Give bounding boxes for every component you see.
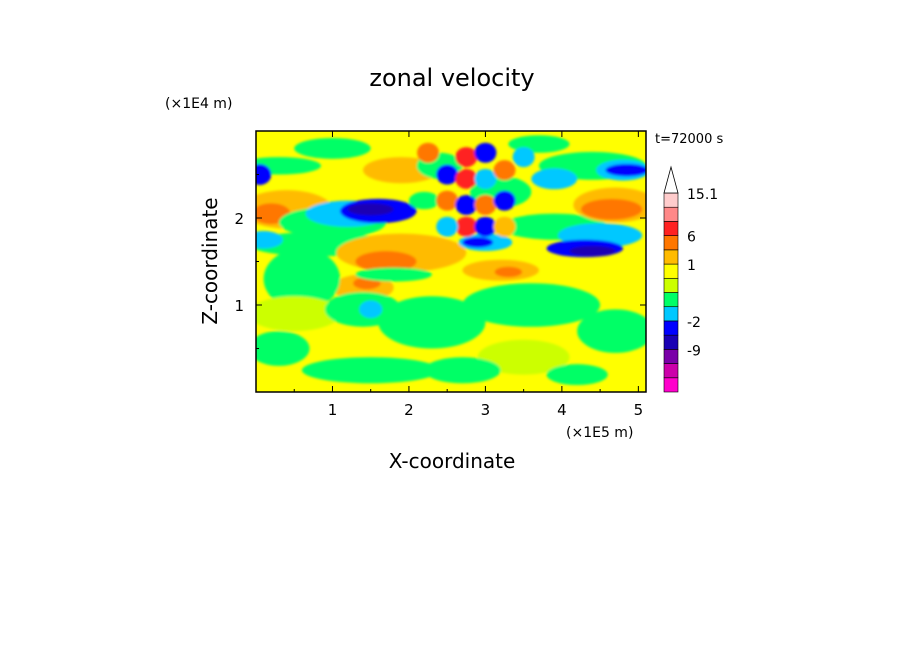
contour-region (294, 137, 371, 159)
contour-cell (455, 216, 478, 237)
contour-region (359, 300, 383, 319)
colorbar-swatch (663, 192, 679, 208)
colorbar-swatch (663, 363, 679, 379)
colorbar-swatch (663, 206, 679, 222)
contour-region (378, 296, 486, 349)
x-tick-label: 4 (557, 401, 567, 419)
contour-region (256, 164, 272, 185)
y-axis-label: Z-coordinate (198, 197, 222, 324)
y-axis-ticks: 12 (234, 174, 646, 349)
colorbar-swatch (663, 320, 679, 336)
contour-cell (436, 164, 459, 185)
contour-region (546, 364, 608, 386)
heatmap-contours (256, 135, 646, 386)
x-tick-label: 3 (481, 401, 491, 419)
x-tick-label: 2 (404, 401, 414, 419)
colorbar-swatch (663, 277, 679, 293)
contour-cell (455, 168, 478, 189)
contour-region (408, 191, 440, 210)
colorbar-swatch (663, 249, 679, 265)
colorbar-label: -9 (687, 343, 701, 359)
x-tick-label: 1 (328, 401, 338, 419)
contour-cell (493, 160, 516, 181)
contour-region (605, 164, 646, 177)
colorbar-label: 6 (687, 230, 696, 246)
contour-region (301, 357, 440, 384)
contour-cell (474, 142, 497, 163)
colorbar-extend-arrow (663, 165, 679, 194)
contour-region (477, 339, 570, 375)
contour-region (581, 198, 643, 220)
contour-region (256, 231, 283, 249)
colorbar-swatch (663, 334, 679, 350)
contour-cell (474, 194, 497, 215)
contour-region (256, 296, 341, 332)
contour-cell (493, 216, 516, 237)
colorbar-swatch (663, 349, 679, 364)
x-tick-label: 5 (634, 401, 644, 419)
contour-region (263, 248, 341, 310)
colorbar-swatch (663, 263, 679, 279)
contour-cell (474, 168, 497, 189)
y-tick-label: 2 (234, 210, 244, 228)
heatmap-area (256, 131, 646, 392)
x-axis-label: X-coordinate (389, 449, 516, 473)
colorbar-label: 15.1 (687, 187, 718, 203)
contour-region (355, 251, 417, 272)
colorbar-swatch (663, 235, 679, 251)
contour-region (355, 267, 432, 282)
colorbar-swatch (663, 221, 679, 236)
y-unit-label: (×1E4 m) (165, 96, 232, 112)
contour-region (462, 237, 494, 248)
contour-region (256, 331, 310, 366)
contour-cell (436, 190, 459, 211)
colorbar-label: 1 (687, 258, 696, 274)
contour-region (256, 157, 321, 175)
contour-cell (455, 194, 478, 215)
time-label: t=72000 s (655, 132, 723, 147)
contour-region (494, 266, 523, 278)
contour-cell (436, 216, 459, 237)
x-unit-label: (×1E5 m) (566, 425, 633, 441)
contour-region (347, 203, 394, 216)
contour-region (424, 357, 501, 384)
contour-cell (493, 190, 516, 211)
contour-cell (474, 216, 497, 237)
colorbar-swatch (663, 292, 679, 308)
contour-cell (455, 147, 478, 168)
contour-region (531, 168, 578, 190)
y-tick-label: 1 (234, 297, 244, 315)
contour-cell (417, 142, 440, 163)
x-axis-ticks: 1 2 3 4 5 (293, 131, 644, 419)
contour-region (577, 309, 646, 353)
contour-region (462, 283, 601, 327)
colorbar-label: -2 (687, 315, 701, 331)
colorbar-swatch (663, 306, 679, 322)
chart-title: zonal velocity (369, 64, 534, 92)
colorbar-swatch (663, 377, 679, 393)
contour-region (569, 245, 616, 257)
colorbar: -9 -2 1 6 15.1 (663, 165, 718, 393)
contour-cell (512, 147, 535, 168)
